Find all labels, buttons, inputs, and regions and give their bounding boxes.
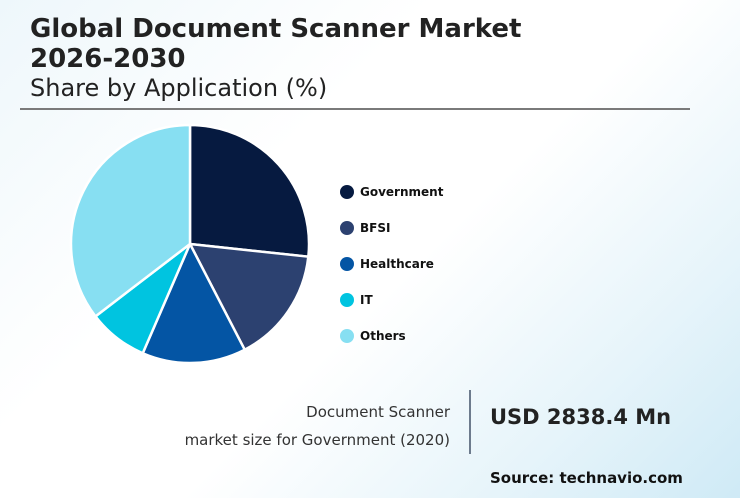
title-line-2: 2026-2030 xyxy=(30,44,186,74)
legend-label: IT xyxy=(360,293,373,307)
legend-label: Others xyxy=(360,329,406,343)
legend-item-government: Government xyxy=(340,174,443,210)
title-line-1: Global Document Scanner Market xyxy=(30,14,522,44)
pie-slice-government xyxy=(188,123,311,258)
legend-label: Healthcare xyxy=(360,257,434,271)
market-size-value: USD 2838.4 Mn xyxy=(490,405,672,429)
pie-slice-healthcare xyxy=(141,242,246,365)
legend-item-it: IT xyxy=(340,282,443,318)
pie-slice-bfsi xyxy=(188,242,310,351)
note-line-2: market size for Government (2020) xyxy=(184,431,450,449)
chart-subtitle: Share by Application (%) xyxy=(30,74,328,102)
legend-swatch-icon xyxy=(340,293,354,307)
note-divider xyxy=(469,390,471,454)
legend-swatch-icon xyxy=(340,185,354,199)
pie-slice-others xyxy=(69,123,192,318)
chart-title: Global Document Scanner Market 2026-2030 xyxy=(30,14,521,74)
legend-label: BFSI xyxy=(360,221,391,235)
source-label: Source: technavio.com xyxy=(490,469,683,487)
legend: Government BFSI Healthcare IT Others xyxy=(340,174,443,354)
note-line-1: Document Scanner xyxy=(306,403,450,421)
legend-label: Government xyxy=(360,185,444,199)
market-size-note: Document Scanner market size for Governm… xyxy=(185,398,450,454)
legend-swatch-icon xyxy=(340,329,354,343)
legend-item-others: Others xyxy=(340,318,443,354)
legend-item-healthcare: Healthcare xyxy=(340,246,443,282)
header-divider xyxy=(20,108,690,110)
legend-swatch-icon xyxy=(340,221,354,235)
legend-item-bfsi: BFSI xyxy=(340,210,443,246)
legend-swatch-icon xyxy=(340,257,354,271)
